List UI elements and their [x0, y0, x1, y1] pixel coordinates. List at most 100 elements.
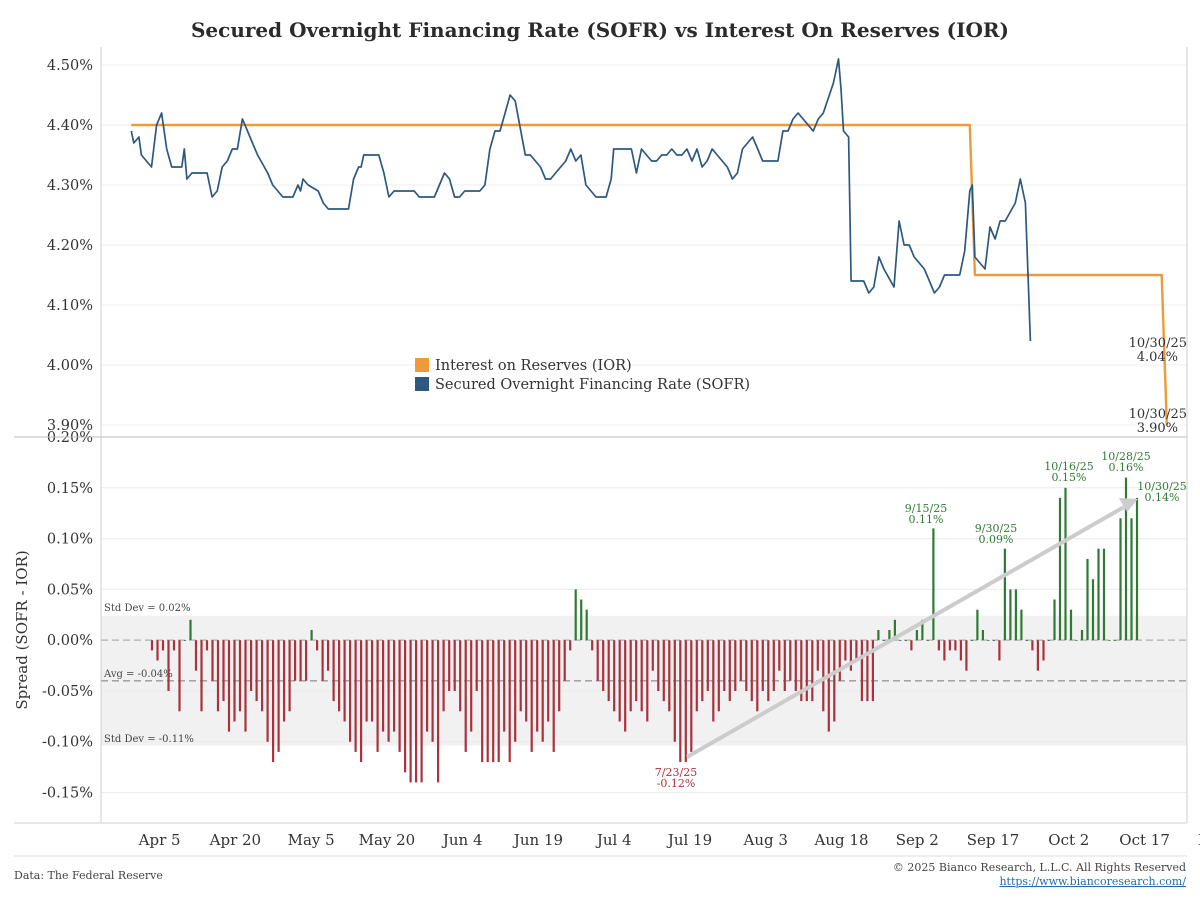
spread-bar: [244, 640, 247, 732]
spread-bar: [442, 640, 445, 712]
spread-bar: [382, 640, 385, 732]
spread-bar: [530, 640, 533, 752]
footer-source: Data: The Federal Reserve: [14, 869, 163, 882]
spread-bar: [921, 619, 924, 641]
spread-bar: [167, 640, 170, 691]
x-tick-label: Jul 4: [595, 831, 632, 849]
top-y-tick-label: 4.20%: [47, 238, 93, 254]
sofr-end-date: 10/30/25: [1129, 336, 1187, 351]
spread-bar: [1124, 477, 1128, 641]
spread-bar: [563, 640, 566, 681]
spread-bar: [288, 640, 291, 712]
spread-bar: [728, 640, 731, 702]
spread-bar: [866, 640, 869, 702]
spread-bar: [1080, 630, 1084, 641]
x-tick-label: Jun 19: [512, 831, 563, 849]
x-tick-label: Sep 17: [967, 831, 1020, 849]
spread-bar: [211, 640, 214, 681]
spread-bar: [541, 640, 544, 742]
spread-bar: [893, 619, 896, 641]
spread-bar: [172, 640, 176, 651]
spread-bar: [574, 589, 577, 641]
ior-line: [131, 123, 1168, 426]
spread-bar: [690, 640, 693, 752]
x-tick-label: Apr 20: [209, 831, 261, 849]
x-tick-label: Jul 19: [666, 831, 712, 849]
spread-bar: [1091, 579, 1095, 641]
spread-bar: [591, 640, 594, 651]
spread-bar: [178, 640, 181, 712]
avg-label: Avg = -0.04%: [103, 669, 173, 680]
spread-bar: [882, 640, 885, 641]
spread-bar: [536, 640, 539, 732]
annot-1028-value: 0.16%: [1109, 461, 1144, 474]
spread-bar: [794, 640, 797, 691]
spread-bar: [860, 640, 863, 702]
spread-bar: [585, 609, 588, 641]
spread-bar: [640, 640, 643, 712]
spread-bar: [855, 640, 858, 661]
top-y-tick-label: 3.90%: [47, 418, 93, 434]
spread-bar: [948, 640, 951, 651]
annot-0915-date: 9/15/25: [905, 502, 947, 515]
spread-bar: [404, 640, 407, 773]
spread-bar: [926, 640, 929, 641]
spread-bar: [745, 640, 748, 691]
spread-bar: [569, 640, 572, 651]
spread-bar: [503, 640, 506, 732]
spread-bar: [943, 640, 946, 661]
spread-bar: [205, 640, 209, 651]
spread-bar: [305, 640, 308, 681]
footer-url[interactable]: https://www.biancoresearch.com/: [999, 875, 1186, 888]
spread-bar: [272, 640, 275, 763]
spread-bar: [998, 640, 1001, 661]
spread-bar: [255, 640, 258, 702]
spread-bar: [662, 640, 665, 702]
x-tick-label: Nov 1: [1198, 831, 1200, 849]
x-tick-label: Aug 18: [814, 831, 869, 849]
x-tick-label: Aug 3: [743, 831, 788, 849]
spread-bar: [970, 640, 973, 641]
bottom-y-tick-label: 0.20%: [47, 430, 93, 446]
spread-bar: [1102, 548, 1106, 641]
spread-bar: [497, 640, 500, 763]
spread-bar: [150, 640, 154, 651]
spread-bar: [673, 640, 676, 742]
annot-1016-date: 10/16/25: [1044, 460, 1093, 473]
annot-0930-date: 9/30/25: [975, 522, 1017, 535]
spread-bar: [910, 640, 913, 651]
spread-bar: [695, 640, 698, 712]
bottom-y-tick-label: 0.00%: [47, 633, 93, 649]
annot-0930-value: 0.09%: [979, 533, 1014, 546]
spread-bar: [233, 640, 236, 722]
sofr-line: [130, 58, 1032, 342]
spread-bar: [448, 640, 451, 691]
legend: Interest on Reserves (IOR) Secured Overn…: [415, 358, 750, 393]
spread-bar: [387, 640, 390, 742]
spread-bar: [871, 640, 874, 702]
spread-bar: [1036, 640, 1039, 671]
spread-bar: [624, 640, 627, 732]
annot-1030-date: 10/30/25: [1137, 480, 1186, 493]
spread-bar: [1047, 640, 1051, 641]
spread-bar: [393, 640, 396, 732]
spread-bar: [283, 640, 286, 722]
spread-bar: [811, 640, 814, 702]
top-panel: 3.90% 4.00% 4.10% 4.20% 4.30% 4.40% 4.50%: [47, 58, 1187, 434]
bottom-y-tick-label: -0.05%: [42, 684, 93, 700]
spread-bar: [1009, 589, 1012, 641]
spread-bar: [266, 640, 269, 742]
spread-bar: [717, 640, 720, 712]
spread-bar: [332, 640, 335, 702]
spread-bar: [294, 640, 297, 681]
spread-bar: [734, 640, 737, 691]
spread-bar: [1119, 518, 1122, 641]
spread-bar: [1042, 640, 1045, 661]
spread-bar: [525, 640, 528, 722]
bottom-y-axis-label: Spread (SOFR - IOR): [13, 550, 31, 709]
spread-bar: [189, 619, 192, 641]
spread-bar: [1130, 518, 1133, 641]
spread-bar: [1020, 609, 1023, 641]
spread-bar: [316, 640, 319, 651]
